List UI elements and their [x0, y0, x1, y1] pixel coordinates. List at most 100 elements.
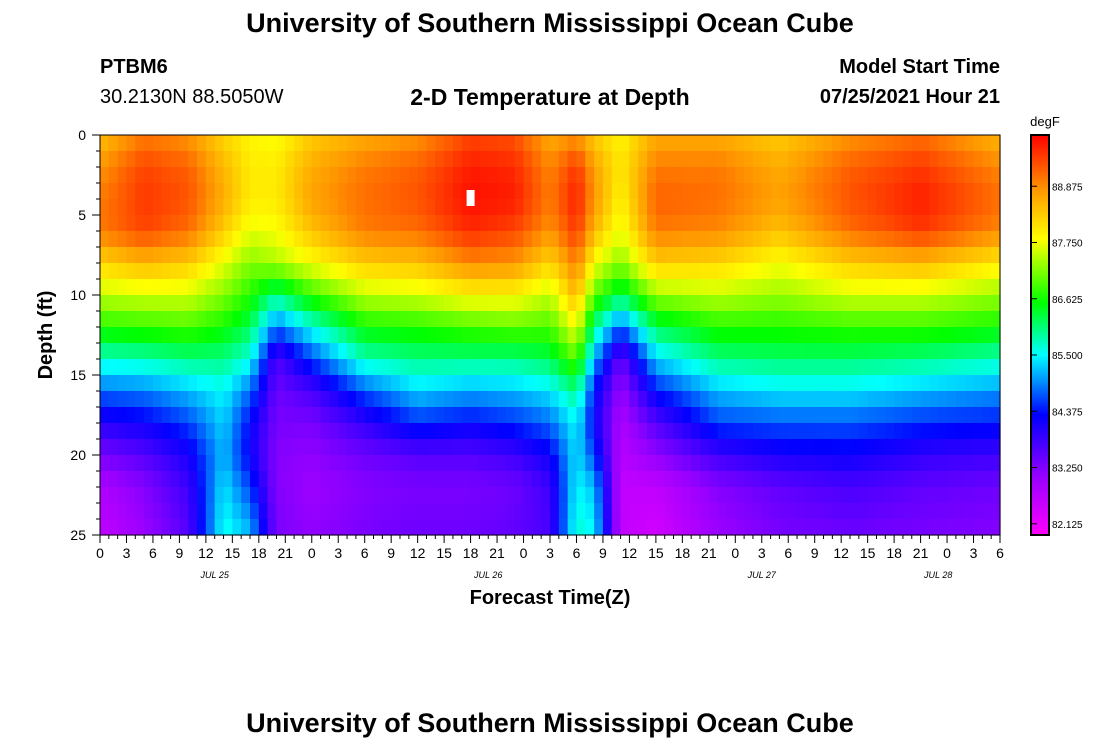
heat-cell: [223, 151, 233, 168]
heat-cell: [276, 455, 286, 472]
heat-cell: [347, 151, 357, 168]
heat-cell: [867, 455, 878, 472]
heat-cell: [514, 471, 525, 488]
heat-cell: [267, 151, 278, 168]
heat-cell: [735, 231, 745, 248]
heat-cell: [408, 183, 419, 200]
heat-cell: [964, 135, 975, 152]
heat-cell: [823, 247, 833, 264]
heat-cell: [179, 215, 189, 232]
heat-cell: [523, 487, 533, 504]
heat-cell: [947, 215, 957, 232]
heat-cell: [488, 487, 498, 504]
heat-cell: [558, 183, 569, 200]
heat-cell: [532, 167, 542, 184]
heat-cell: [435, 471, 445, 488]
heat-cell: [638, 295, 648, 312]
heat-cell: [355, 183, 366, 200]
heat-cell: [638, 279, 648, 296]
heat-cell: [100, 359, 110, 376]
heat-cell: [550, 327, 560, 344]
heat-cell: [814, 471, 825, 488]
heat-cell: [629, 407, 639, 424]
heat-cell: [338, 311, 348, 328]
heat-cell: [514, 151, 525, 168]
heat-cell: [594, 407, 604, 424]
heat-cell: [338, 423, 348, 440]
heat-cell: [214, 167, 225, 184]
heat-cell: [497, 183, 507, 200]
heat-cell: [232, 279, 242, 296]
x-tick-label: 9: [599, 545, 607, 561]
heat-cell: [444, 311, 454, 328]
heat-cell: [858, 471, 869, 488]
heat-cell: [947, 503, 957, 520]
heat-cell: [858, 279, 869, 296]
heat-cell: [497, 135, 507, 152]
heat-cell: [479, 279, 489, 296]
heat-cell: [682, 199, 692, 216]
heat-cell: [355, 167, 366, 184]
heat-cell: [982, 391, 992, 408]
heat-cell: [805, 439, 816, 456]
heat-cell: [232, 487, 242, 504]
heat-cell: [550, 279, 560, 296]
heat-cell: [285, 263, 295, 280]
heat-cell: [426, 327, 436, 344]
heat-cell: [620, 439, 631, 456]
heat-cell: [302, 439, 313, 456]
heat-cell: [461, 487, 472, 504]
heat-cell: [108, 519, 119, 536]
heat-cell: [541, 375, 551, 392]
heat-cell: [947, 311, 957, 328]
x-axis: 0 3 6 9 12 15 18 21 0 3 6 9 12 15 18 21 0 3 6 9 12 15 18 21 0 3 6 9…: [96, 534, 1004, 561]
heat-cell: [832, 423, 842, 440]
heat-cell: [497, 167, 507, 184]
heat-cell: [144, 151, 154, 168]
heat-cell: [647, 407, 657, 424]
heat-cell: [170, 135, 181, 152]
heat-cell: [850, 199, 860, 216]
heat-cell: [567, 167, 578, 184]
heat-cell: [258, 167, 269, 184]
heat-cell: [558, 215, 569, 232]
heat-cell: [329, 231, 339, 248]
heat-cell: [664, 359, 675, 376]
heat-cell: [700, 167, 710, 184]
heat-cell: [532, 247, 542, 264]
heat-cell: [647, 151, 657, 168]
heat-cell: [205, 311, 216, 328]
heat-cell: [682, 167, 692, 184]
heat-cell: [338, 375, 348, 392]
heat-cell: [250, 343, 260, 360]
heat-cell: [444, 167, 454, 184]
heat-cell: [964, 503, 975, 520]
heat-cell: [797, 455, 807, 472]
heat-cell: [135, 423, 145, 440]
heat-cell: [761, 455, 772, 472]
heat-cell: [197, 455, 207, 472]
heat-cell: [814, 199, 825, 216]
heat-cell: [814, 519, 825, 536]
heat-cell: [135, 503, 145, 520]
heat-cell: [214, 327, 225, 344]
heat-cell: [497, 487, 507, 504]
heat-cell: [426, 263, 436, 280]
heat-cell: [770, 247, 781, 264]
heat-cell: [841, 503, 851, 520]
heat-cell: [311, 407, 322, 424]
heat-cell: [735, 423, 745, 440]
heat-cell: [876, 503, 886, 520]
heat-cell: [611, 295, 622, 312]
heat-cell: [205, 519, 216, 536]
heat-cell: [823, 423, 833, 440]
heat-cell: [311, 391, 322, 408]
heat-cell: [973, 375, 983, 392]
heat-cell: [902, 455, 913, 472]
heat-cell: [805, 391, 816, 408]
heat-cell: [797, 423, 807, 440]
heat-cell: [408, 199, 419, 216]
heat-cell: [479, 151, 489, 168]
heat-cell: [479, 167, 489, 184]
heat-cell: [982, 519, 992, 536]
